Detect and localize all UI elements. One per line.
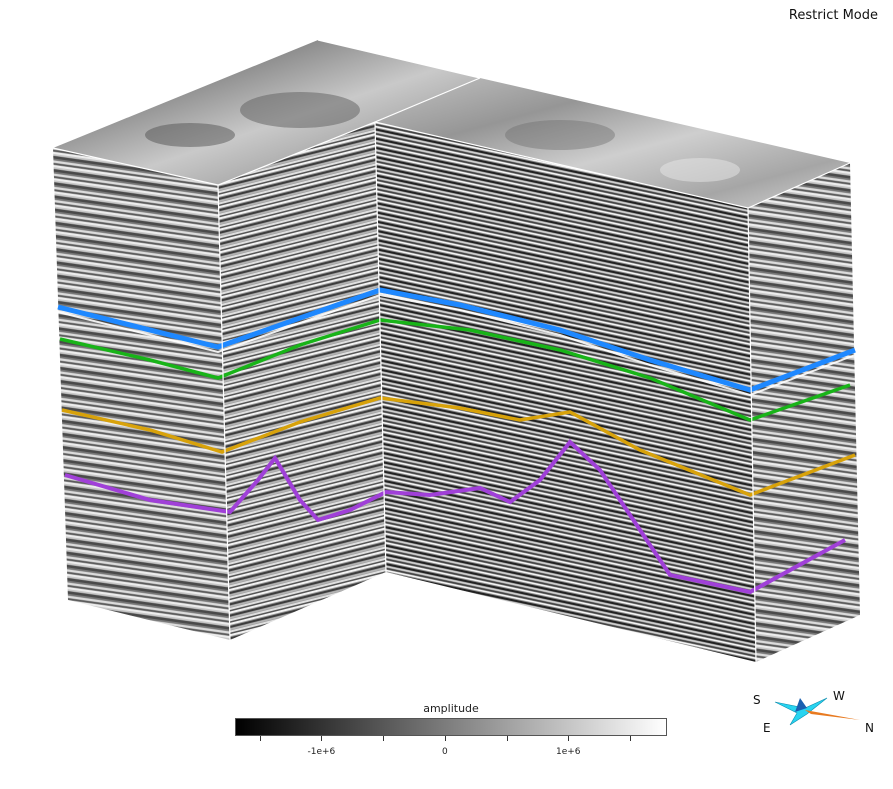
colorbar-tick-mark bbox=[321, 736, 323, 741]
cube-edges bbox=[52, 39, 851, 663]
section-face-inner-left bbox=[218, 122, 386, 640]
section-face-front-left bbox=[53, 148, 230, 640]
compass-s-label: S bbox=[753, 693, 761, 707]
compass-blue-arrow bbox=[795, 698, 807, 712]
colorbar-tick-label: 1e+6 bbox=[555, 747, 581, 757]
compass-orange-arrow bbox=[805, 710, 860, 720]
colorbar-tick-mark bbox=[629, 736, 631, 741]
colorbar-tick-mark bbox=[259, 736, 261, 741]
colorbar-tick-mark bbox=[383, 736, 385, 741]
horizon-orange[interactable] bbox=[61, 396, 856, 497]
horizon-purple[interactable] bbox=[64, 439, 846, 595]
amplitude-colorbar: amplitude -1e+6 0 1e+6 bbox=[235, 702, 667, 762]
colorbar-tick-label: -1e+6 bbox=[307, 747, 336, 757]
section-face-right bbox=[748, 163, 860, 662]
compass-w-label: W bbox=[833, 689, 845, 703]
horizon-green[interactable] bbox=[59, 318, 851, 422]
colorbar-tick-label: 0 bbox=[441, 747, 448, 757]
colorbar-gradient bbox=[235, 718, 667, 736]
orientation-compass[interactable]: S W E N bbox=[745, 680, 885, 740]
compass-e-label: E bbox=[763, 721, 771, 735]
compass-n-label: N bbox=[865, 721, 874, 735]
colorbar-tick-mark bbox=[506, 736, 508, 741]
colorbar-title: amplitude bbox=[423, 702, 479, 715]
restrict-mode-label[interactable]: Restrict Mode bbox=[788, 8, 878, 23]
colorbar-tick-mark bbox=[444, 736, 446, 741]
colorbar-tick-mark bbox=[568, 736, 570, 741]
colorbar-ticks: -1e+6 0 1e+6 bbox=[235, 736, 667, 762]
section-face-inner-right bbox=[375, 122, 756, 662]
horizon-blue[interactable] bbox=[57, 287, 856, 393]
